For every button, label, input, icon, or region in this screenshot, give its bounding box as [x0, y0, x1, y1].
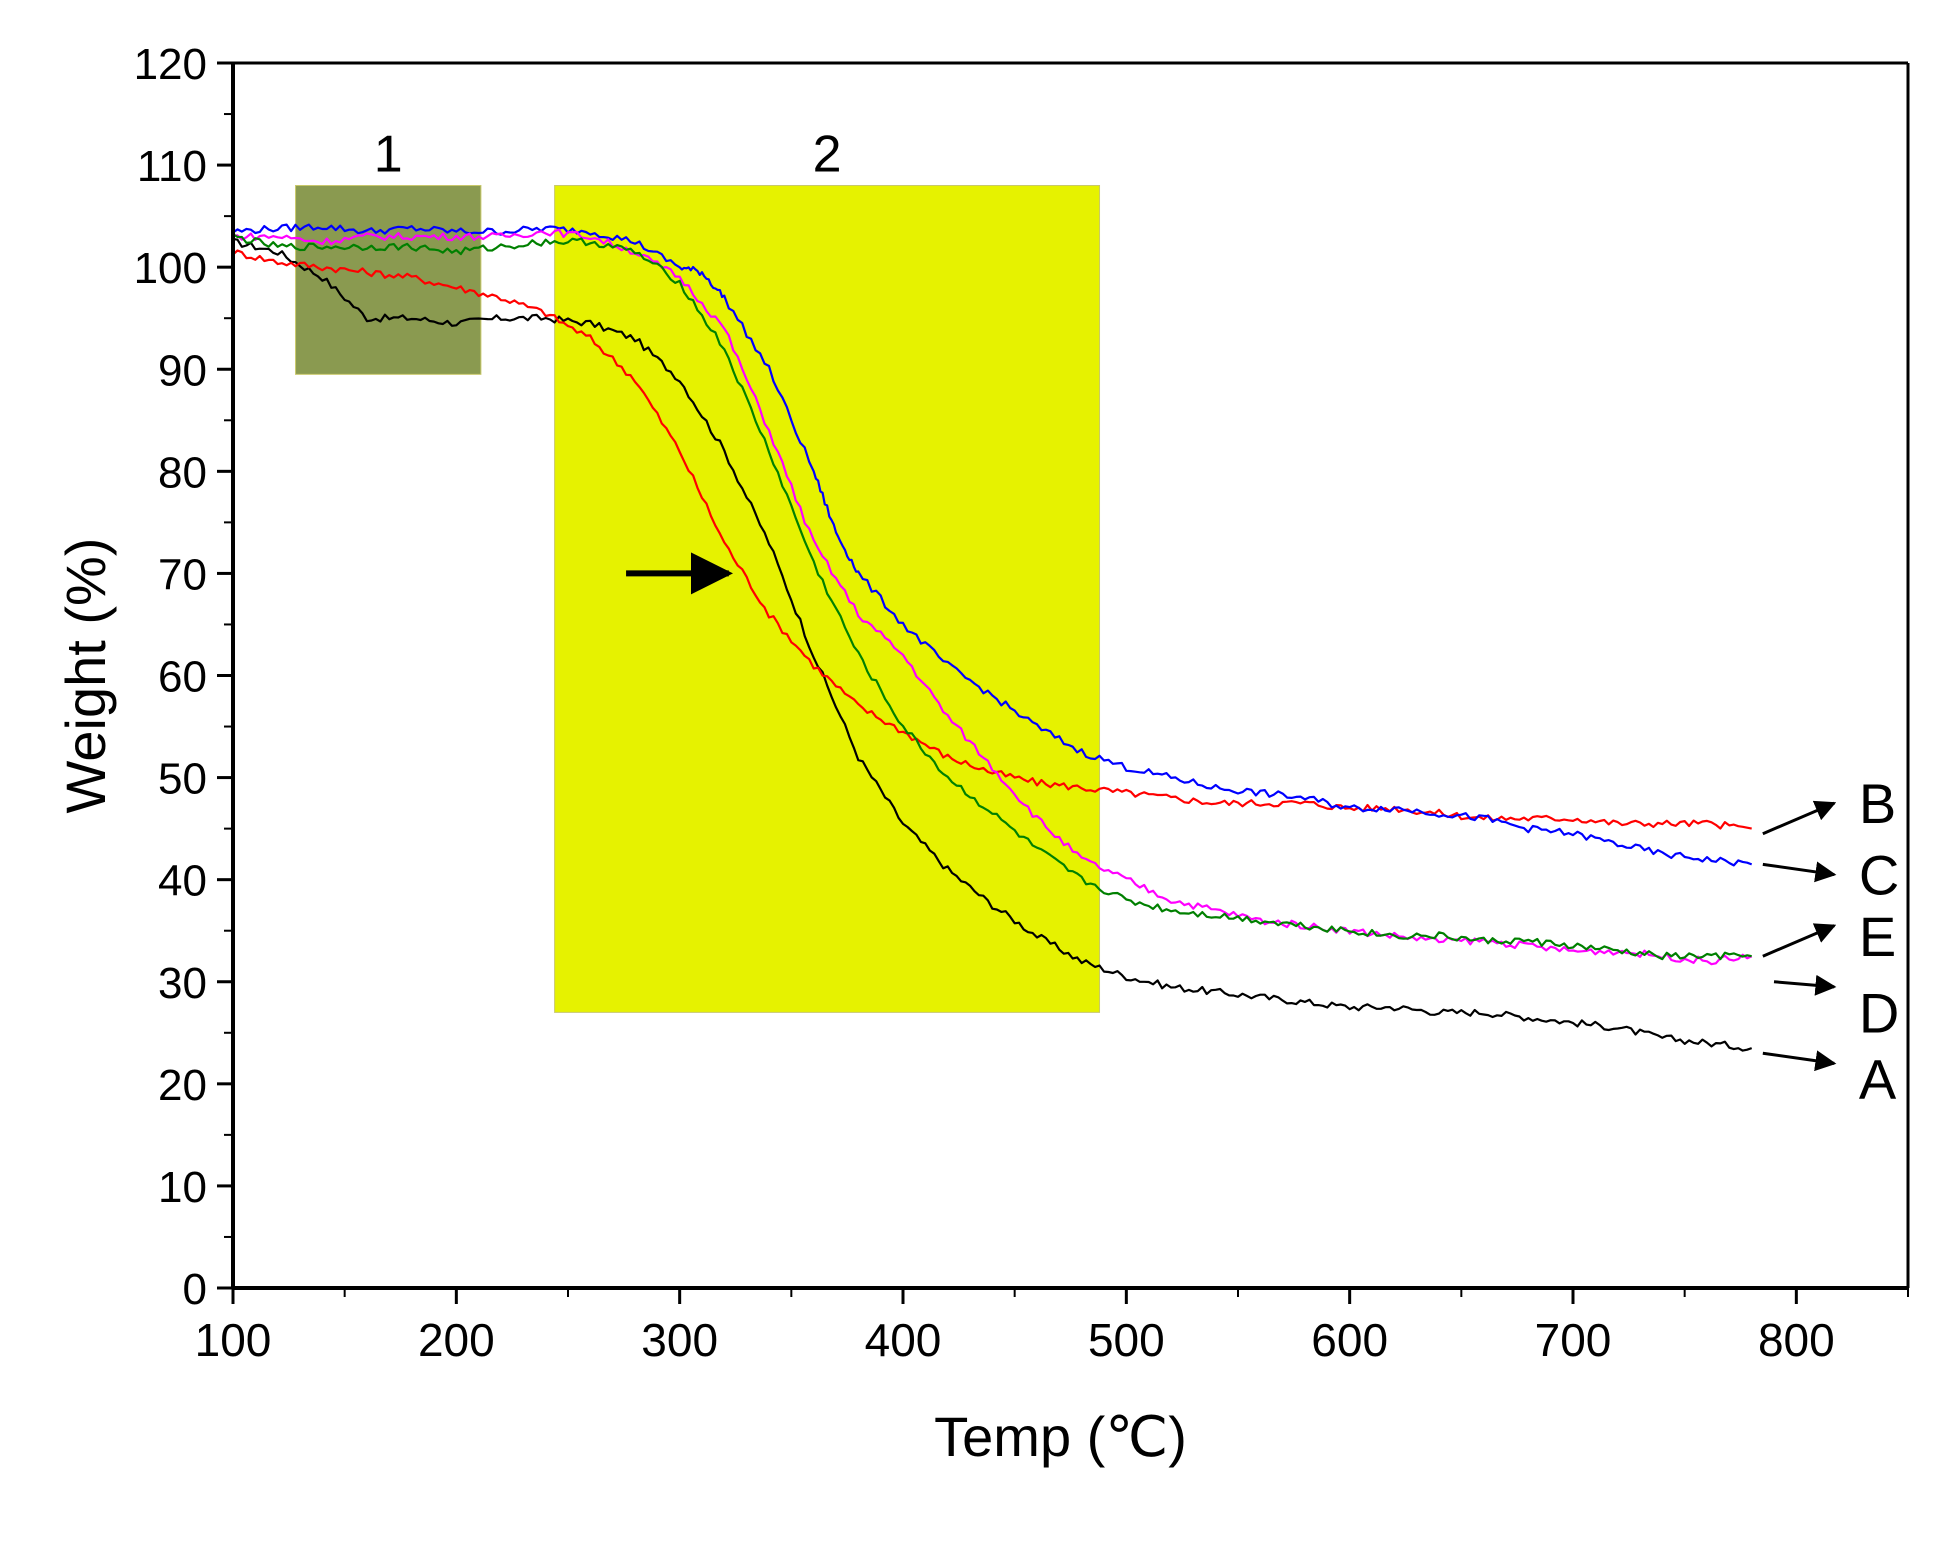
y-tick-label: 100 — [134, 244, 207, 293]
y-tick-label: 70 — [158, 550, 207, 599]
y-tick-label: 30 — [158, 959, 207, 1008]
y-tick-label: 90 — [158, 346, 207, 395]
axes: 100 200 300 400 500 600 700 800 0 10 20 30 40 50 60 70 8… — [54, 40, 1910, 1468]
x-tick-label: 100 — [195, 1314, 272, 1366]
y-axis-title: Weight (%) — [54, 538, 117, 814]
y-tick-label: 80 — [158, 448, 207, 497]
series-E-line — [232, 233, 1752, 961]
series-A-end-arrow — [1762, 1050, 1837, 1072]
x-tick-label: 600 — [1311, 1314, 1388, 1366]
region-1-label: 1 — [374, 126, 403, 184]
y-tick-label: 0 — [183, 1265, 207, 1314]
series-A-end-label: A — [1859, 1048, 1897, 1111]
series-C-end-label: C — [1859, 844, 1899, 907]
y-tick-label: 10 — [158, 1163, 207, 1212]
y-tick-label: 20 — [158, 1061, 207, 1110]
region-2-label: 2 — [813, 126, 842, 184]
x-tick-label: 300 — [641, 1314, 718, 1366]
series-E-end-label: E — [1859, 905, 1896, 968]
series-A-line — [232, 237, 1753, 1052]
series-C-end-arrow — [1762, 861, 1837, 883]
region-2-box — [554, 185, 1101, 1013]
series-D-end-label: D — [1859, 981, 1899, 1044]
x-tick-label: 500 — [1088, 1314, 1165, 1366]
series-B-end-arrow — [1762, 800, 1837, 836]
x-tick-label: 800 — [1758, 1314, 1835, 1366]
y-tick-label: 50 — [158, 755, 207, 804]
series-B-line — [232, 249, 1752, 830]
series-D-end-arrow — [1773, 974, 1837, 996]
series-B-end-label: B — [1859, 772, 1896, 835]
x-tick-label: 400 — [865, 1314, 942, 1366]
y-tick-label: 60 — [158, 653, 207, 702]
x-tick-label: 700 — [1535, 1314, 1612, 1366]
y-tick-label: 120 — [134, 40, 207, 89]
data-series — [232, 223, 1753, 1052]
x-tick-label: 200 — [418, 1314, 495, 1366]
x-axis-title: Temp (℃) — [934, 1405, 1187, 1468]
y-tick-label: 110 — [137, 142, 207, 191]
series-E-end-arrow — [1762, 923, 1837, 958]
y-tick-label: 40 — [158, 857, 207, 906]
